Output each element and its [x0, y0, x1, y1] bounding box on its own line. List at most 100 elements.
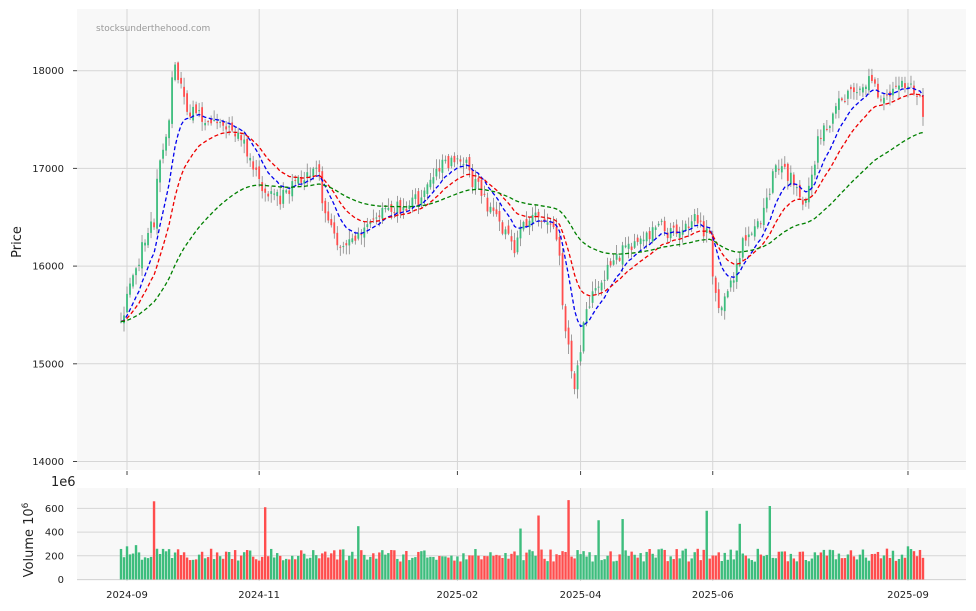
candle-body — [255, 167, 258, 170]
candle-body — [847, 90, 849, 99]
volume-bar — [702, 549, 705, 580]
volume-bar — [489, 552, 492, 580]
volume-bar — [837, 553, 841, 580]
volume-bar — [420, 551, 423, 580]
date-tick-label: 2025-02 — [437, 590, 479, 601]
candle-body — [588, 306, 591, 308]
candle-body — [291, 181, 294, 197]
volume-bar — [861, 549, 865, 580]
volume-bar — [483, 555, 486, 580]
volume-bar — [531, 551, 534, 580]
candle-body — [498, 211, 501, 222]
candle-body — [675, 224, 678, 234]
volume-bar — [510, 553, 513, 580]
volume-bar — [312, 550, 315, 580]
volume-bar — [849, 550, 853, 580]
candle-body — [417, 191, 420, 206]
volume-bar — [321, 553, 324, 580]
volume-bar — [300, 550, 303, 580]
candle-body — [576, 365, 579, 390]
volume-bar — [447, 557, 450, 580]
candle-body — [540, 221, 543, 223]
volume-tick-label: 600 — [45, 504, 64, 515]
candle-body — [862, 87, 864, 93]
candle-body — [372, 218, 375, 220]
candle-body — [525, 218, 528, 227]
candle-body — [561, 253, 564, 306]
volume-bar — [885, 548, 889, 580]
volume-bar — [693, 552, 696, 580]
volume-bar — [636, 557, 639, 580]
candle-body — [531, 214, 534, 225]
candle-body — [801, 200, 804, 205]
candle-body — [699, 220, 702, 222]
candle-body — [786, 163, 789, 181]
volume-bar — [143, 557, 147, 580]
volume-bar — [816, 555, 820, 580]
volume-bar — [288, 559, 291, 580]
candle-body — [366, 224, 369, 228]
volume-bar — [774, 558, 778, 580]
volume-bar — [651, 553, 654, 580]
volume-axis-title: Volume 106 — [21, 502, 37, 577]
date-tick-label: 2025-06 — [692, 590, 734, 601]
candle-body — [564, 306, 567, 332]
candle-body — [471, 169, 474, 188]
candle-body — [723, 296, 726, 312]
candle-body — [615, 253, 618, 260]
candle-body — [819, 137, 822, 139]
candle-body — [354, 235, 357, 241]
candle-body — [807, 185, 810, 203]
candle-body — [528, 220, 531, 228]
candle-body — [321, 171, 324, 204]
candle-body — [426, 184, 429, 194]
candle-body — [129, 283, 131, 295]
volume-bar — [209, 548, 213, 580]
volume-bar — [591, 561, 594, 580]
volume-bar — [291, 555, 294, 580]
candle-body — [678, 232, 681, 238]
candle-body — [871, 74, 873, 82]
candle-body — [543, 218, 546, 222]
volume-bar — [864, 557, 868, 580]
candle-body — [750, 233, 753, 235]
volume-tick-label: 0 — [58, 575, 64, 586]
volume-bar — [726, 559, 729, 580]
volume-bar — [708, 558, 711, 580]
candle-body — [189, 112, 191, 117]
candle-body — [537, 211, 540, 218]
candle-body — [522, 221, 525, 230]
candle-body — [186, 93, 188, 112]
candle-body — [300, 178, 303, 183]
candle-body — [408, 205, 411, 210]
moving-average-line — [120, 86, 924, 328]
volume-bar — [894, 560, 898, 580]
candle-body — [612, 260, 615, 265]
volume-bar — [684, 548, 687, 580]
volume-bar — [540, 549, 543, 580]
candle-body — [153, 222, 155, 228]
candle-body — [381, 207, 384, 219]
candle-body — [246, 138, 249, 157]
candle-body — [633, 241, 636, 248]
volume-bar — [486, 556, 489, 580]
candle-body — [504, 229, 507, 235]
price-tick-label: 15000 — [32, 359, 64, 370]
volume-bar — [717, 552, 720, 580]
candle-body — [630, 246, 633, 251]
candle-body — [297, 177, 300, 184]
volume-bar — [639, 553, 642, 580]
volume-bar — [140, 559, 144, 580]
candle-body — [726, 291, 729, 298]
candle-body — [240, 135, 243, 141]
candle-body — [660, 220, 663, 222]
volume-tick-label: 200 — [45, 551, 64, 562]
candle-body — [684, 223, 687, 231]
volume-bar — [750, 560, 753, 580]
volume-bar — [741, 553, 744, 580]
volume-bar — [221, 558, 225, 580]
volume-bar — [588, 552, 591, 580]
volume-bar — [711, 555, 714, 580]
candle-body — [378, 215, 381, 218]
